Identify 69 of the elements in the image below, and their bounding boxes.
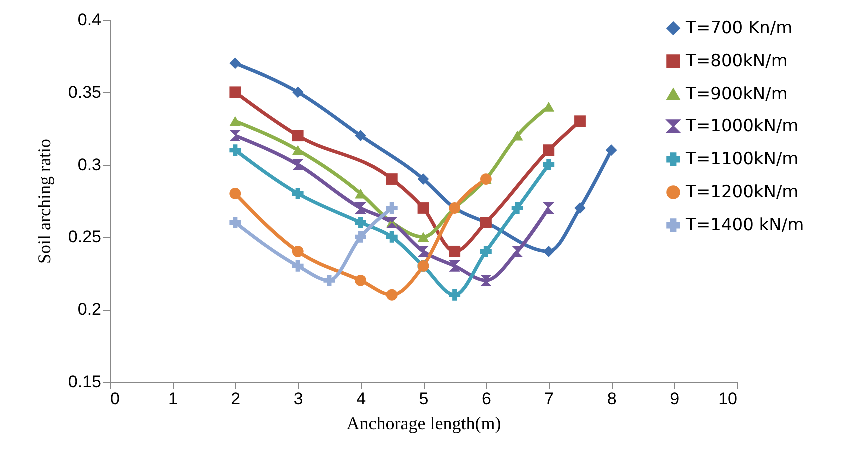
- point: [230, 116, 242, 126]
- point: [449, 260, 461, 272]
- point: [418, 174, 430, 185]
- x-tick-label: 8: [607, 390, 617, 408]
- y-tick-label: 0.4: [78, 10, 102, 30]
- point: [292, 86, 304, 98]
- point: [512, 202, 524, 214]
- x-tick-label: 6: [482, 390, 492, 408]
- point: [355, 217, 366, 228]
- point: [292, 188, 304, 200]
- point: [543, 144, 555, 156]
- point: [418, 246, 430, 258]
- x-tick-label: 2: [231, 390, 241, 408]
- x-tick-label: 3: [294, 390, 304, 408]
- point: [230, 86, 242, 98]
- point: [418, 232, 430, 242]
- point: [386, 232, 398, 243]
- point: [292, 145, 304, 156]
- point: [449, 289, 461, 301]
- point: [480, 274, 492, 286]
- point: [574, 116, 586, 128]
- point: [606, 144, 618, 156]
- point: [292, 159, 304, 170]
- point: [386, 202, 398, 214]
- x-tick-label: 1: [168, 390, 178, 408]
- point: [324, 274, 336, 286]
- legend-label: T=800kN/m: [685, 52, 788, 72]
- point: [418, 202, 430, 214]
- point: [230, 188, 242, 200]
- x-tick-label: 9: [670, 390, 680, 408]
- point: [355, 202, 366, 214]
- point: [292, 246, 304, 258]
- x-tick-label: 0: [110, 390, 120, 408]
- x-tick-label: 7: [544, 390, 554, 408]
- y-axis-title: Soil arching ratio: [34, 139, 54, 264]
- point: [543, 246, 555, 258]
- point: [512, 130, 524, 141]
- point: [386, 289, 398, 301]
- point: [355, 232, 366, 243]
- point: [449, 246, 461, 258]
- x-tick-label: 5: [419, 390, 429, 408]
- x-tick-label: 4: [356, 390, 366, 408]
- point: [543, 202, 555, 214]
- legend-label: T=1400 kN/m: [685, 216, 804, 236]
- point: [230, 58, 242, 70]
- legend-label: T=900kN/m: [685, 84, 788, 104]
- point: [292, 260, 304, 272]
- x-axis-title: Anchorage length(m): [346, 414, 502, 434]
- point: [480, 246, 492, 258]
- point: [386, 174, 398, 185]
- point: [574, 202, 586, 214]
- legend-label: T=1200kN/m: [685, 182, 799, 202]
- legend-label: T=1000kN/m: [685, 116, 799, 136]
- point: [355, 274, 366, 286]
- point: [543, 159, 555, 170]
- point: [230, 130, 242, 142]
- y-tick-label: 0.3: [78, 155, 102, 174]
- point: [230, 217, 242, 228]
- x-tick-label: 10: [718, 390, 738, 408]
- y-tick-label: 0.15: [68, 372, 102, 392]
- legend-label: T=1100kN/m: [685, 150, 799, 170]
- point: [355, 130, 366, 142]
- point: [512, 246, 524, 258]
- point: [292, 130, 304, 142]
- legend-label: T=700 Kn/m: [685, 18, 793, 38]
- y-tick-label: 0.25: [68, 228, 102, 247]
- y-tick-label: 0.35: [68, 82, 102, 102]
- y-tick-label: 0.2: [78, 300, 102, 320]
- point: [230, 144, 242, 156]
